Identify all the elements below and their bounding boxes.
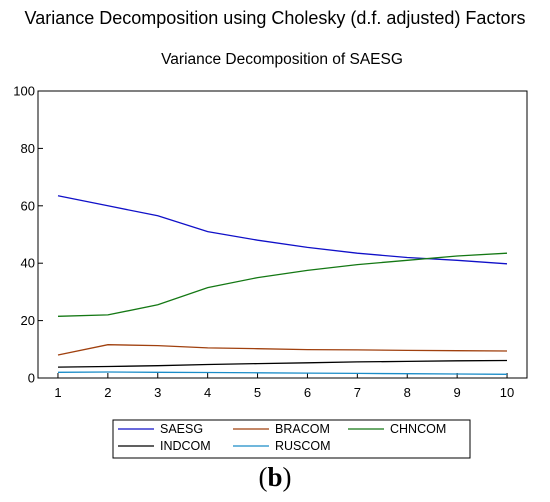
y-tick-label: 80 bbox=[21, 141, 35, 156]
series-line-saesg bbox=[57, 195, 508, 265]
x-tick-label: 4 bbox=[204, 385, 211, 400]
legend-box bbox=[112, 419, 471, 459]
series-line-ruscom bbox=[57, 371, 508, 375]
figure-caption: (b) bbox=[0, 462, 550, 493]
y-tick-label: 0 bbox=[28, 371, 35, 386]
x-tick-label: 6 bbox=[304, 385, 311, 400]
x-tick-label: 5 bbox=[254, 385, 261, 400]
figure-title: Variance Decomposition using Cholesky (d… bbox=[24, 8, 526, 28]
series-line-indcom bbox=[57, 359, 508, 368]
y-tick-label: 20 bbox=[21, 313, 35, 328]
chart-title: Variance Decomposition of SAESG bbox=[161, 51, 403, 68]
caption-close-paren: ) bbox=[282, 462, 292, 492]
plot-frame bbox=[37, 90, 528, 379]
y-tick-label: 100 bbox=[13, 84, 35, 99]
caption-open-paren: ( bbox=[258, 462, 268, 492]
x-tick-label: 3 bbox=[154, 385, 161, 400]
x-tick-label: 7 bbox=[354, 385, 361, 400]
x-tick-label: 8 bbox=[404, 385, 411, 400]
series-line-bracom bbox=[57, 344, 508, 356]
x-tick-label: 10 bbox=[500, 385, 514, 400]
line-chart: Variance Decomposition of SAESG 0 20 40 60 8… bbox=[13, 51, 528, 459]
legend-label-bracom: BRACOM bbox=[275, 422, 330, 436]
x-tick-label: 9 bbox=[454, 385, 461, 400]
legend-label-indcom: INDCOM bbox=[160, 439, 211, 453]
x-tick-label: 2 bbox=[104, 385, 111, 400]
y-tick-label: 60 bbox=[21, 198, 35, 213]
legend-label-saesg: SAESG bbox=[160, 422, 203, 436]
legend-label-ruscom: RUSCOM bbox=[275, 439, 331, 453]
x-tick-label: 1 bbox=[54, 385, 61, 400]
series-line-chncom bbox=[57, 252, 508, 317]
legend-label-chncom: CHNCOM bbox=[390, 422, 446, 436]
caption-letter: b bbox=[267, 462, 283, 492]
y-tick-label: 40 bbox=[21, 256, 35, 271]
